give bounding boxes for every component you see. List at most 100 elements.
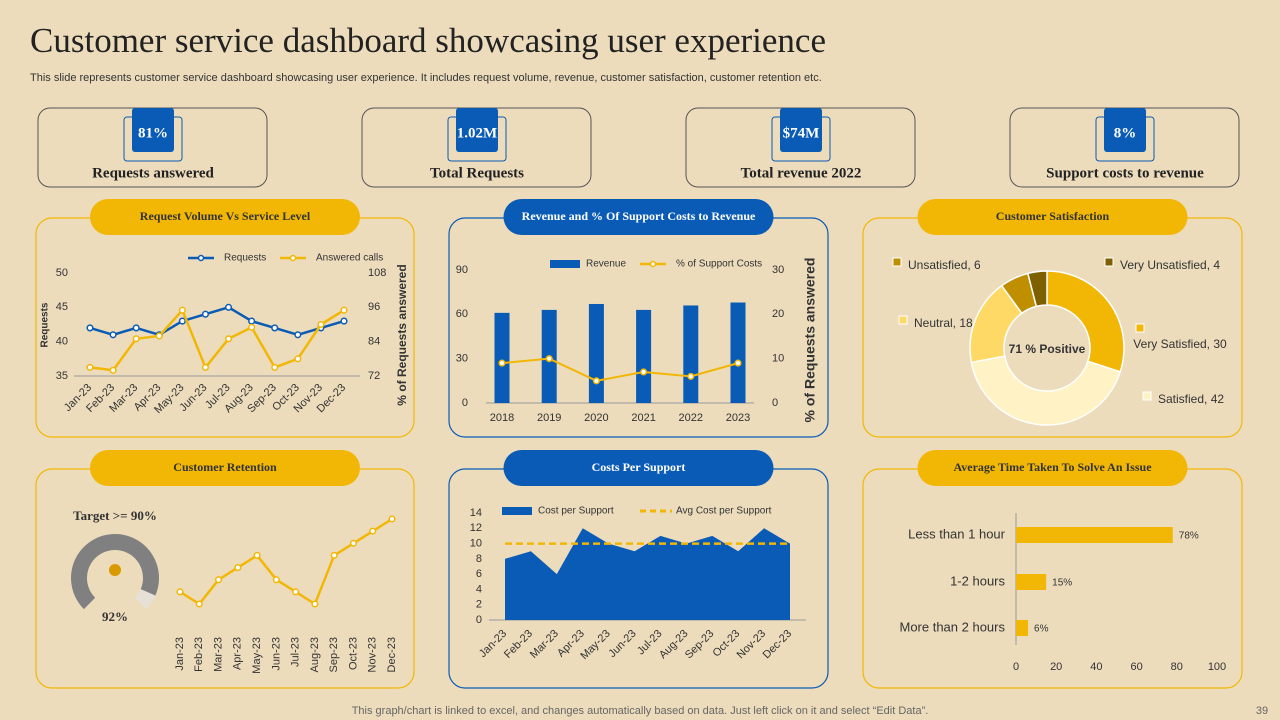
panel-title: Customer Retention <box>173 460 277 474</box>
panel-title: Customer Satisfaction <box>996 209 1110 223</box>
marker <box>388 515 396 523</box>
y-tick-label: 1-2 hours <box>950 573 1005 588</box>
x-tick-label: Sep-23 <box>328 637 340 672</box>
x-tick-label: Jan-23 <box>174 637 186 671</box>
slice-label: Very Unsatisfied, 4 <box>1120 258 1220 272</box>
marker <box>498 359 506 367</box>
y2-axis-label: % of Requests answered <box>802 258 818 423</box>
bar <box>588 303 604 403</box>
panel-header <box>503 450 774 486</box>
y-tick-label: 35 <box>56 370 68 382</box>
y2-tick-label: 20 <box>772 308 784 320</box>
y-tick-label: 6 <box>476 568 482 580</box>
marker <box>292 588 300 596</box>
y2-tick-label: 10 <box>772 353 784 365</box>
panel-title: Average Time Taken To Solve An Issue <box>953 460 1152 474</box>
marker <box>86 324 94 332</box>
value-label: 78% <box>1179 531 1199 542</box>
bar <box>683 305 699 403</box>
y2-tick-label: 30 <box>772 264 784 276</box>
marker <box>224 335 233 343</box>
x-tick-label: 0 <box>1013 661 1019 673</box>
marker <box>349 539 358 547</box>
legend-symbol <box>502 507 532 515</box>
legend-label: Avg Cost per Support <box>676 506 772 517</box>
marker <box>176 588 184 596</box>
y-tick-label: Less than 1 hour <box>908 526 1006 541</box>
marker <box>224 303 233 311</box>
footer-note: This graph/chart is linked to excel, and… <box>352 705 929 717</box>
y2-tick-label: 0 <box>772 397 778 409</box>
marker <box>132 324 140 332</box>
legend-swatch <box>892 257 902 267</box>
marker <box>178 306 186 314</box>
y2-tick-label: 96 <box>368 301 380 313</box>
x-tick-label: 2023 <box>726 412 750 424</box>
kpi-value: $74M <box>783 125 820 141</box>
legend-swatch <box>1142 391 1152 401</box>
marker <box>311 600 319 608</box>
marker <box>294 355 302 363</box>
y-tick-label: More than 2 hours <box>899 619 1005 634</box>
donut-center-label: 71 % Positive <box>1009 342 1086 356</box>
y-tick-label: 12 <box>470 522 482 534</box>
x-tick-label: 2021 <box>631 412 655 424</box>
marker <box>178 317 186 325</box>
legend-swatch <box>898 315 908 325</box>
legend-label: % of Support Costs <box>676 259 762 270</box>
marker <box>271 363 279 371</box>
kpi-value: 81% <box>138 125 168 141</box>
marker <box>86 363 94 371</box>
x-tick-label: Jun-23 <box>270 637 282 671</box>
x-tick-label: Dec-23 <box>386 637 398 672</box>
kpi-badge <box>780 108 822 152</box>
panel-title: Request Volume Vs Service Level <box>140 209 311 223</box>
bar <box>730 302 746 403</box>
x-tick-label: Mar-23 <box>212 637 224 672</box>
pie-slice <box>1026 270 1048 308</box>
y-tick-label: 4 <box>476 583 482 595</box>
x-tick-label: Aug-23 <box>309 637 321 672</box>
page-number: 39 <box>1256 705 1268 717</box>
pie-slice <box>970 355 1122 426</box>
marker <box>109 366 117 374</box>
panel-header <box>917 450 1188 486</box>
line <box>179 517 393 606</box>
panel-header <box>917 199 1188 235</box>
bar <box>1016 574 1047 590</box>
marker <box>330 551 338 559</box>
marker <box>248 323 256 331</box>
y2-tick-label: 84 <box>368 336 380 348</box>
pie-slice <box>1046 270 1125 373</box>
legend-symbol <box>289 254 297 262</box>
panel-title: Costs Per Support <box>592 460 686 474</box>
y-tick-label: 2 <box>476 599 482 611</box>
area <box>505 528 790 620</box>
x-tick-label: Nov-23 <box>367 637 379 672</box>
marker <box>340 306 348 314</box>
y2-tick-label: 72 <box>368 370 380 382</box>
y2-axis-label: % of Requests answered <box>395 264 409 405</box>
marker <box>369 527 377 535</box>
panel-header <box>503 199 774 235</box>
kpi-label: Requests answered <box>92 165 214 181</box>
panel-title: Revenue and % Of Support Costs to Revenu… <box>522 209 756 223</box>
x-tick-label: 80 <box>1171 661 1183 673</box>
x-tick-label: 2018 <box>490 412 514 424</box>
y-tick-label: 8 <box>476 553 482 565</box>
marker <box>734 359 742 367</box>
x-tick-label: 60 <box>1130 661 1142 673</box>
page-title: Customer service dashboard showcasing us… <box>30 21 826 60</box>
y-tick-label: 0 <box>476 614 482 626</box>
x-tick-label: Oct-23 <box>347 637 359 670</box>
x-tick-label: 2020 <box>584 412 608 424</box>
marker <box>132 335 140 343</box>
kpi-value: 1.02M <box>457 125 497 141</box>
panel-header <box>90 199 360 235</box>
marker <box>248 317 256 325</box>
x-tick-label: Feb-23 <box>193 637 205 672</box>
x-tick-label: Apr-23 <box>232 637 244 670</box>
bar <box>494 312 510 403</box>
y-tick-label: 10 <box>470 537 482 549</box>
kpi-label: Total Requests <box>430 165 524 181</box>
